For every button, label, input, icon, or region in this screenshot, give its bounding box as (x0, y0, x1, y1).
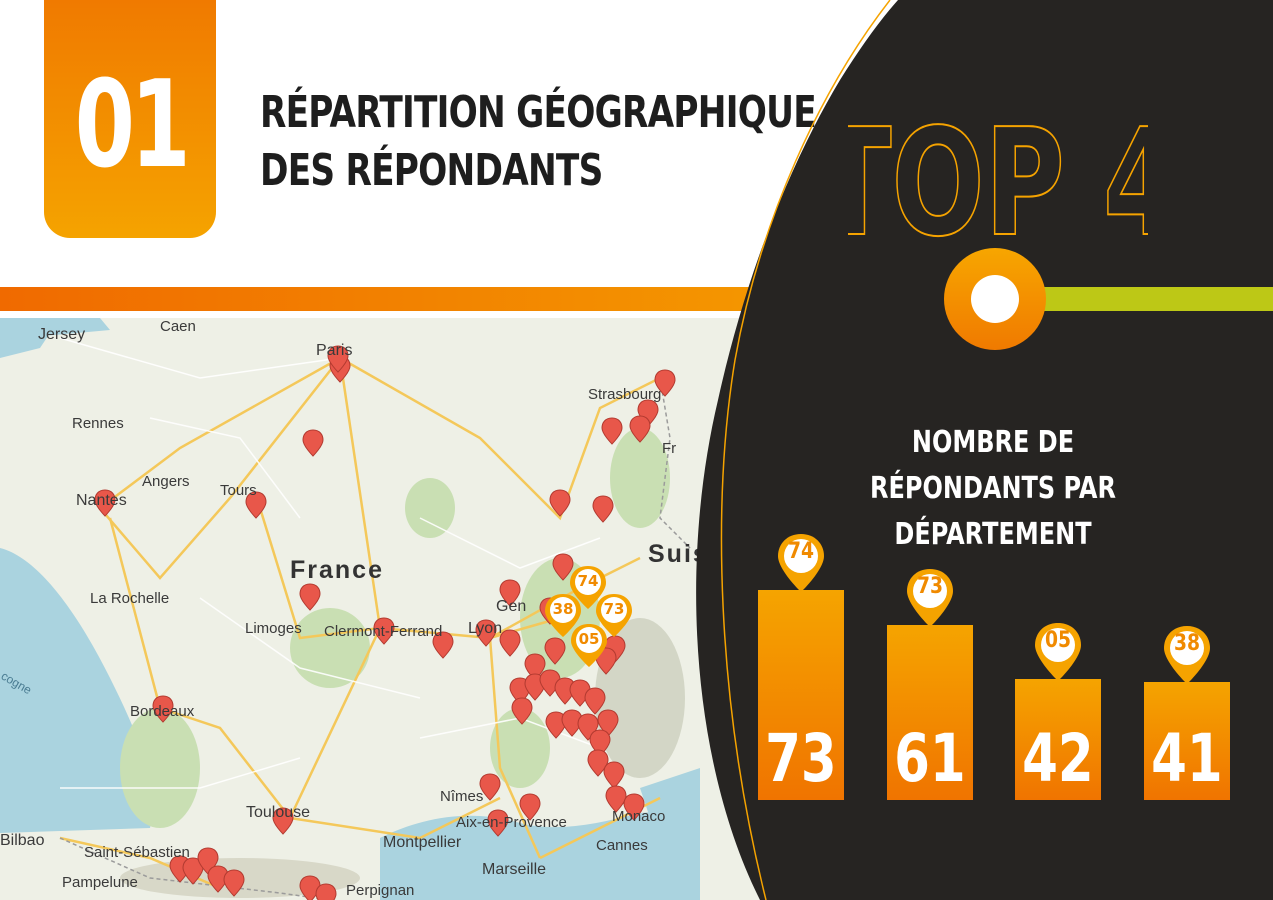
place-label: Rennes (72, 415, 124, 432)
map-pin-label: 74 (577, 572, 599, 590)
top4-text: TOP 4 (848, 100, 1148, 250)
category-label: 73 (916, 573, 943, 599)
page-title-line-1: RÉPARTITION GÉOGRAPHIQUE (260, 87, 817, 138)
bar-38: 41 (1143, 682, 1230, 800)
category-marker-05: 05 (1032, 621, 1084, 685)
line-knob (944, 248, 1046, 350)
category-marker-38: 38 (1161, 624, 1213, 688)
map-pin-icon (778, 534, 824, 592)
map-pin-icon (906, 568, 953, 627)
category-label: 05 (1044, 628, 1072, 654)
place-label: Marseille (482, 861, 547, 878)
category-marker-73: 73 (904, 567, 956, 631)
map-background (0, 318, 700, 900)
place-label: Aix-en-Provence (456, 814, 567, 831)
place-label: Nantes (76, 492, 127, 509)
place-label: Strasbourg (588, 386, 662, 403)
bar-05: 42 (1015, 679, 1101, 800)
bar-74: 73 (758, 590, 844, 800)
place-label: Saint-Sébastien (84, 844, 190, 861)
section-number-badge: 01 (44, 0, 216, 238)
top4-heading: TOP 4 (848, 100, 1148, 250)
map-pin-icon (1163, 626, 1210, 685)
place-label: Caen (160, 318, 196, 335)
place-label: Toulouse (246, 804, 311, 821)
bar-value-label: 42 (1022, 719, 1094, 797)
page-title: RÉPARTITION GÉOGRAPHIQUE DES RÉPONDANTS (260, 84, 817, 200)
bar-value-label: 61 (893, 719, 966, 797)
place-label: Cannes (596, 837, 648, 854)
place-label: Angers (142, 473, 190, 490)
category-label: 74 (787, 539, 815, 564)
map-pin-icon (1035, 623, 1081, 682)
place-label: Pampelune (62, 874, 138, 891)
chart-title: NOMBRE DE RÉPONDANTS PAR DÉPARTEMENT (870, 425, 1116, 552)
place-label: Nîmes (440, 788, 484, 805)
place-label: Jersey (38, 326, 86, 343)
place-label: Paris (316, 342, 353, 359)
place-label: Montpellier (383, 834, 462, 851)
country-label: France (290, 556, 384, 584)
bar-value-label: 73 (765, 720, 837, 797)
place-label: Bordeaux (130, 703, 195, 720)
place-label: Lyon (468, 620, 503, 637)
place-label: Perpignan (346, 882, 415, 899)
category-label: 38 (1173, 631, 1200, 657)
section-number: 01 (74, 55, 190, 195)
place-label: Fr (662, 440, 677, 457)
place-label: Tours (220, 482, 257, 499)
place-label: Gen (496, 598, 527, 615)
map-pin-label: 38 (552, 600, 574, 618)
place-label: Clermont-Ferrand (324, 623, 443, 640)
map-pin-label: 05 (578, 630, 600, 648)
bar-chart: 73 74 61 73 42 05 41 38 (740, 520, 1260, 820)
place-label: Bilbao (0, 832, 45, 849)
place-label: Suis (648, 540, 709, 568)
category-marker-74: 74 (775, 532, 827, 596)
map-pin-label: 73 (603, 600, 625, 618)
place-label: Monaco (612, 808, 666, 825)
page-title-line-2: DES RÉPONDANTS (260, 145, 603, 196)
divider-line-orange (0, 287, 980, 311)
place-label: Limoges (245, 620, 302, 637)
place-label: La Rochelle (90, 590, 170, 607)
bar-73: 61 (886, 624, 973, 800)
bar-value-label: 41 (1150, 719, 1223, 797)
